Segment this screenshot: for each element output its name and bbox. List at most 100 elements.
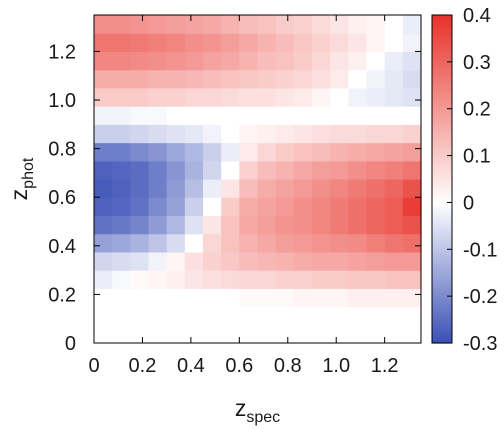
colorbar-strip [432,179,452,182]
heatmap-cell [148,124,168,144]
heatmap-cell [203,51,222,71]
heatmap-cell [239,233,259,253]
y-tick-label: 0 [65,333,76,355]
colorbar-strip [432,167,452,171]
colorbar-strip [432,29,452,32]
colorbar-strip [432,335,452,339]
heatmap-cell [148,142,168,162]
heatmap-cell [348,215,368,235]
heatmap-cell [221,87,240,107]
colorbar-strip [432,108,452,112]
colorbar-strip [432,317,452,321]
heatmap-cell [184,215,204,235]
colorbar-strip [432,78,452,82]
colorbar-strip [432,338,452,342]
heatmap-cell [293,142,313,162]
x-axis-label: zspec [235,395,280,426]
heatmap-cell [148,51,168,71]
colorbar-strip [432,33,452,37]
heatmap-cell [166,33,186,53]
colorbar-strip [432,115,452,119]
heatmap-cell [257,142,277,162]
heatmap-cell [148,160,168,180]
colorbar-strip [432,249,452,253]
colorbar-strip [432,85,452,89]
colorbar-strip [432,97,452,100]
heatmap-cell [239,270,259,289]
heatmap-cell [275,124,295,144]
heatmap-cell [257,288,277,308]
heatmap-cell [348,197,368,217]
heatmap-cell [221,124,240,144]
heatmap-cell [166,87,186,107]
heatmap-cell [257,179,277,198]
heatmap-cell [203,15,222,34]
heatmap-cell [275,233,295,253]
x-tick-label: 0.6 [225,355,253,377]
heatmap-cell [312,288,331,308]
heatmap-cell [203,215,222,235]
colorbar-strip [432,118,452,122]
heatmap-cell [275,87,295,107]
colorbar-strip [432,204,452,208]
colorbar-strip [432,106,452,110]
heatmap-cell [293,124,313,144]
colorbar-strip [432,272,452,276]
heatmap-cell [402,15,422,34]
heatmap-cell [402,160,422,180]
colorbar-strip [432,146,452,150]
heatmap-cell [203,142,222,162]
colorbar-strip [432,174,452,178]
heatmap-cell [402,251,422,271]
heatmap-cell [275,306,295,326]
heatmap-cell [330,306,349,326]
heatmap-cell [203,179,222,198]
heatmap-cell [384,306,404,326]
colorbar-strip [432,143,452,147]
heatmap-cell [312,51,331,71]
heatmap-cell [257,306,277,326]
heatmap-cell [257,106,277,125]
heatmap-cell [312,324,331,344]
colorbar-strip [432,38,452,42]
colorbar-strip [432,36,452,40]
heatmap-cell [239,33,259,53]
heatmap-cell [257,233,277,253]
colorbar-strip [432,169,452,173]
heatmap-cell [402,324,422,344]
heatmap-cell [166,15,186,34]
heatmap-cell [366,179,386,198]
colorbar-strip [432,134,452,138]
heatmap-cell [257,324,277,344]
colorbar-strip [432,181,452,185]
colorbar-strip [432,253,452,257]
heatmap-cell [112,106,131,125]
heatmap-cell [94,124,113,144]
colorbar-strip [432,52,452,56]
heatmap-cell [203,69,222,89]
heatmap-cell [184,69,204,89]
heatmap-cell [148,233,168,253]
colorbar-strip [432,120,452,124]
heatmap-cell [257,33,277,53]
heatmap-cell [112,179,131,198]
heatmap-cell [293,179,313,198]
colorbar-strip [432,312,452,316]
heatmap-cell [366,233,386,253]
heatmap-cell [257,124,277,144]
heatmap-cell [130,179,150,198]
heatmap-cell [330,87,349,107]
colorbar-strip [432,183,452,187]
colorbar-strip [432,211,452,215]
colorbar-strip [432,275,452,278]
colorbar-strip [432,237,452,241]
heatmap-cell [293,69,313,89]
heatmap-cell [221,324,240,344]
heatmap-cell [184,124,204,144]
colorbar-tick-label: -0.2 [463,286,497,308]
colorbar-strip [432,162,452,166]
colorbar-strip [432,104,452,107]
heatmap-cell [148,87,168,107]
heatmap-cell [112,124,131,144]
heatmap-cell [221,215,240,235]
